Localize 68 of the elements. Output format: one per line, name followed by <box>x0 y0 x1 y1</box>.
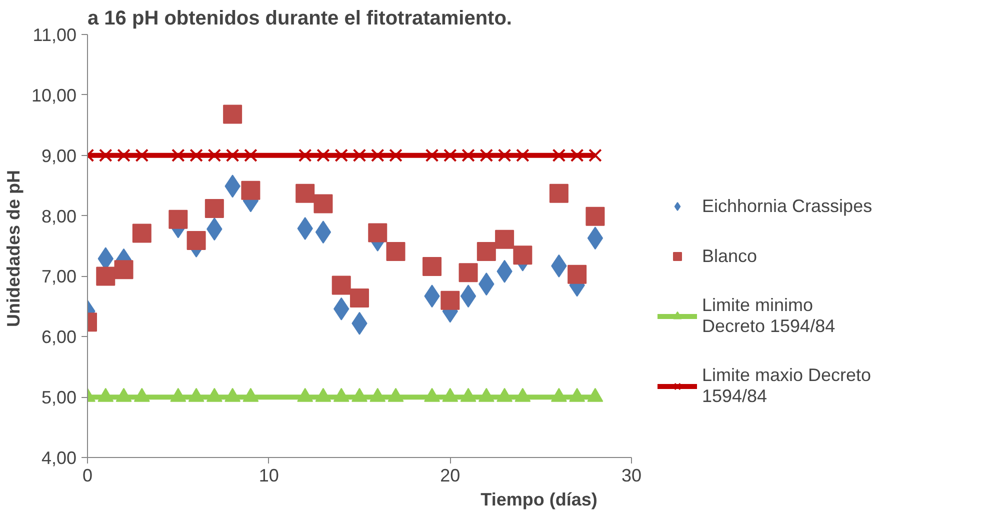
point <box>476 242 496 261</box>
y-tick-label: 8,00 <box>41 206 77 226</box>
point <box>570 148 584 162</box>
point <box>244 148 258 162</box>
point <box>332 276 351 295</box>
point <box>296 184 315 203</box>
point <box>316 148 330 162</box>
point <box>458 263 478 282</box>
y-tick-label: 4,00 <box>41 448 77 468</box>
point <box>172 148 185 162</box>
point <box>552 148 566 162</box>
point <box>440 290 460 310</box>
y-tick-label: 9,00 <box>41 146 77 166</box>
legend-label: Blanco <box>702 245 758 267</box>
x-tick-label: 30 <box>621 466 642 486</box>
point <box>190 148 203 162</box>
legend-label: Limite minimo Decreto 1594/84 <box>702 295 836 337</box>
point <box>549 184 568 203</box>
point <box>186 231 206 250</box>
point <box>96 266 116 286</box>
point <box>204 199 224 218</box>
point <box>370 148 384 162</box>
point <box>315 220 332 244</box>
point <box>586 206 605 226</box>
point <box>314 194 333 214</box>
point <box>135 148 149 162</box>
point <box>223 104 242 124</box>
point <box>226 148 240 162</box>
point <box>334 148 348 162</box>
point <box>168 210 188 229</box>
point <box>386 242 406 261</box>
point <box>460 284 476 308</box>
point <box>114 260 134 280</box>
point <box>568 264 587 284</box>
x-tick-label: 0 <box>82 466 93 486</box>
point <box>425 148 439 162</box>
y-tick-label: 6,00 <box>41 327 77 348</box>
x-axis-title: Tiempo (días) <box>480 490 598 510</box>
point <box>587 226 604 250</box>
point <box>422 257 442 276</box>
x-tick-label: 20 <box>440 466 460 486</box>
point <box>495 230 514 249</box>
point <box>516 148 530 162</box>
x-tick-label: 10 <box>258 466 279 486</box>
point <box>241 180 260 200</box>
legend-label: Eichhornia Crassipes <box>702 195 872 217</box>
y-tick-label: 7,00 <box>41 266 77 287</box>
point <box>368 223 388 242</box>
point <box>588 148 602 162</box>
point <box>389 148 402 162</box>
point <box>350 288 369 308</box>
point <box>298 148 312 162</box>
y-tick-label: 10,00 <box>31 85 77 106</box>
chart-title: a 16 pH obtenidos durante el fitotratamiento. <box>88 8 512 30</box>
point <box>498 148 512 162</box>
y-tick-label: 5,00 <box>41 388 77 408</box>
legend-label: Limite maxio Decreto 1594/84 <box>702 365 872 407</box>
point <box>462 148 475 162</box>
point <box>117 148 130 162</box>
point <box>513 246 532 265</box>
point <box>443 148 457 162</box>
y-axis-title: Unidedades de pH <box>3 170 24 328</box>
point <box>352 148 366 162</box>
y-tick-label: 11,00 <box>32 25 77 45</box>
point <box>480 148 494 162</box>
point <box>208 148 222 162</box>
point <box>98 148 112 162</box>
point <box>132 224 152 243</box>
